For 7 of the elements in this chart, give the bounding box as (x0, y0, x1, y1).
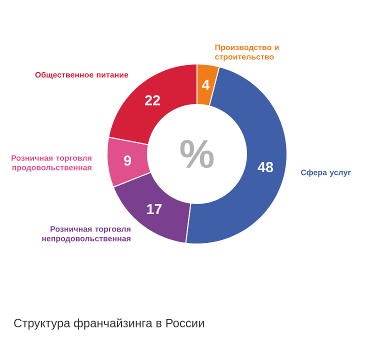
data-label: 48 (258, 162, 274, 172)
data-label: 4 (202, 80, 210, 90)
data-label: 17 (147, 204, 162, 214)
text: % (180, 140, 214, 168)
text: Структура франчайзинга в России (14, 318, 204, 330)
data-label: 9 (124, 155, 132, 166)
data-label: 22 (145, 95, 160, 106)
